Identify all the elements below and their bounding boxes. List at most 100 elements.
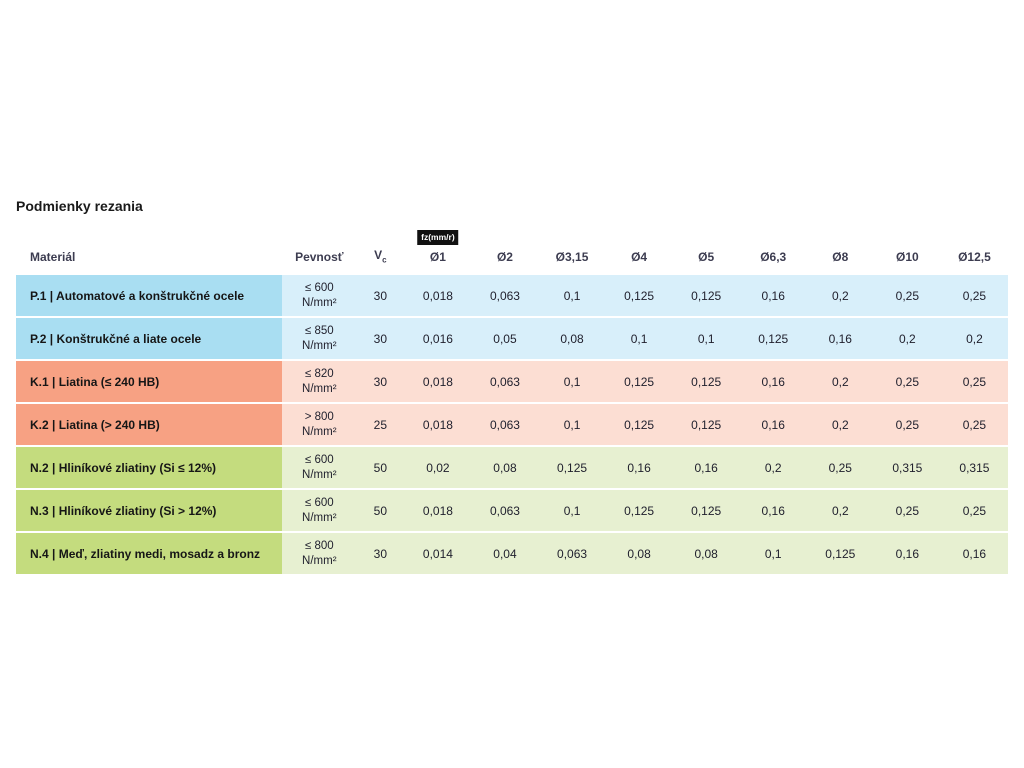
fz-value-cell: 0,1 [538, 490, 606, 532]
vc-cell: 30 [356, 361, 405, 403]
fz-value-cell: 0,2 [806, 275, 874, 317]
column-header-diameter: Ø5 [698, 250, 715, 265]
table-row: K.1 | Liatina (≤ 240 HB) ≤ 820 N/mm² 30 0,01… [16, 361, 1008, 403]
table-row: N.3 | Hliníkové zliatiny (Si > 12%) ≤ 600… [16, 490, 1008, 532]
column-header-diameter: Ø10 [896, 250, 919, 265]
fz-value-cell: 0,25 [940, 275, 1008, 317]
column-header-diameter: fz(mm/r) Ø1 [404, 228, 471, 273]
table-row: K.2 | Liatina (> 240 HB) > 800 N/mm² 25 0,01… [16, 404, 1008, 446]
fz-value-cell: 0,25 [873, 361, 941, 403]
fz-value-cell: 0,125 [672, 275, 740, 317]
fz-value-cell: 0,018 [404, 404, 472, 446]
strength-cell: ≤ 600 N/mm² [282, 275, 357, 317]
fz-value-cell: 0,1 [672, 318, 740, 360]
fz-value-cell: 0,25 [806, 447, 874, 489]
column-header-vc: Vc [356, 228, 404, 273]
strength-cell: > 800 N/mm² [282, 404, 357, 446]
fz-value-cell: 0,125 [672, 361, 740, 403]
strength-line: ≤ 850 [304, 324, 334, 337]
fz-value-cell: 0,125 [739, 318, 807, 360]
fz-value-cell: 0,2 [806, 490, 874, 532]
fz-value-cell: 0,25 [940, 361, 1008, 403]
material-cell: N.4 | Meď, zliatiny medi, mosadz a bronz [16, 533, 283, 575]
fz-value-cell: 0,16 [806, 318, 874, 360]
column-header-diameter: Ø8 [832, 250, 849, 265]
strength-line: N/mm² [302, 382, 337, 395]
column-header-diameter: Ø2 [496, 250, 513, 265]
fz-value-cell: 0,1 [538, 361, 606, 403]
table-header-row: Materiál Pevnosť Vc fz(mm/r) Ø1 Ø2 Ø3,15 Ø4 Ø… [16, 228, 1008, 273]
material-cell: N.3 | Hliníkové zliatiny (Si > 12%) [16, 490, 283, 532]
fz-value-cell: 0,014 [404, 533, 472, 575]
fz-value-cell: 0,125 [605, 275, 673, 317]
fz-value-cell: 0,1 [605, 318, 673, 360]
fz-value-cell: 0,16 [739, 361, 807, 403]
vc-cell: 30 [356, 533, 405, 575]
fz-value-cell: 0,315 [940, 447, 1008, 489]
table-row: P.2 | Konštrukčné a liate ocele ≤ 850 N/mm… [16, 318, 1008, 360]
column-header-diameter: Ø4 [631, 250, 648, 265]
strength-line: ≤ 600 [304, 281, 334, 294]
fz-value-cell: 0,063 [471, 404, 539, 446]
fz-value-cell: 0,063 [471, 490, 539, 532]
fz-unit-badge: fz(mm/r) [417, 230, 459, 245]
strength-cell: ≤ 850 N/mm² [282, 318, 357, 360]
table-body: P.1 | Automatové a konštrukčné ocele ≤ 60… [16, 275, 1008, 575]
vc-cell: 50 [356, 447, 405, 489]
fz-value-cell: 0,2 [806, 404, 874, 446]
fz-value-cell: 0,05 [471, 318, 539, 360]
fz-value-cell: 0,2 [806, 361, 874, 403]
fz-value-cell: 0,315 [873, 447, 941, 489]
fz-value-cell: 0,16 [605, 447, 673, 489]
fz-value-cell: 0,1 [739, 533, 807, 575]
fz-value-cell: 0,16 [873, 533, 941, 575]
table-row: P.1 | Automatové a konštrukčné ocele ≤ 60… [16, 275, 1008, 317]
strength-line: ≤ 800 [304, 539, 334, 552]
fz-value-cell: 0,125 [672, 404, 740, 446]
fz-value-cell: 0,16 [739, 490, 807, 532]
column-header-strength: Pevnosť [295, 250, 344, 265]
material-cell: N.2 | Hliníkové zliatiny (Si ≤ 12%) [16, 447, 283, 489]
strength-line: ≤ 600 [304, 453, 334, 466]
column-header-diameter: Ø3,15 [555, 250, 589, 265]
strength-line: ≤ 600 [304, 496, 334, 509]
vc-cell: 25 [356, 404, 405, 446]
material-cell: P.1 | Automatové a konštrukčné ocele [16, 275, 283, 317]
fz-value-cell: 0,125 [605, 404, 673, 446]
strength-cell: ≤ 800 N/mm² [282, 533, 357, 575]
fz-value-cell: 0,018 [404, 361, 472, 403]
material-cell: P.2 | Konštrukčné a liate ocele [16, 318, 283, 360]
fz-value-cell: 0,063 [471, 361, 539, 403]
fz-value-cell: 0,08 [538, 318, 606, 360]
fz-value-cell: 0,1 [538, 404, 606, 446]
fz-value-cell: 0,16 [739, 275, 807, 317]
cutting-conditions-table: Materiál Pevnosť Vc fz(mm/r) Ø1 Ø2 Ø3,15 Ø4 Ø… [16, 226, 1008, 576]
vc-cell: 30 [356, 275, 405, 317]
fz-value-cell: 0,125 [605, 490, 673, 532]
strength-line: N/mm² [302, 339, 337, 352]
fz-value-cell: 0,018 [404, 490, 472, 532]
strength-line: > 800 [304, 410, 334, 423]
fz-value-cell: 0,25 [873, 404, 941, 446]
fz-value-cell: 0,25 [873, 490, 941, 532]
fz-value-cell: 0,08 [471, 447, 539, 489]
column-header-diameter: Ø6,3 [760, 250, 787, 265]
fz-value-cell: 0,2 [739, 447, 807, 489]
fz-value-cell: 0,16 [940, 533, 1008, 575]
fz-value-cell: 0,2 [940, 318, 1008, 360]
cutting-conditions-section: Podmienky rezania Materiál Pevnosť Vc fz… [16, 198, 1008, 576]
fz-value-cell: 0,063 [471, 275, 539, 317]
strength-cell: ≤ 600 N/mm² [282, 490, 357, 532]
strength-line: N/mm² [302, 468, 337, 481]
fz-value-cell: 0,04 [471, 533, 539, 575]
fz-value-cell: 0,016 [404, 318, 472, 360]
strength-line: ≤ 820 [304, 367, 334, 380]
vc-cell: 30 [356, 318, 405, 360]
fz-value-cell: 0,125 [538, 447, 606, 489]
fz-value-cell: 0,08 [672, 533, 740, 575]
fz-value-cell: 0,125 [672, 490, 740, 532]
material-cell: K.2 | Liatina (> 240 HB) [16, 404, 283, 446]
strength-line: N/mm² [302, 554, 337, 567]
fz-value-cell: 0,1 [538, 275, 606, 317]
fz-value-cell: 0,25 [940, 490, 1008, 532]
